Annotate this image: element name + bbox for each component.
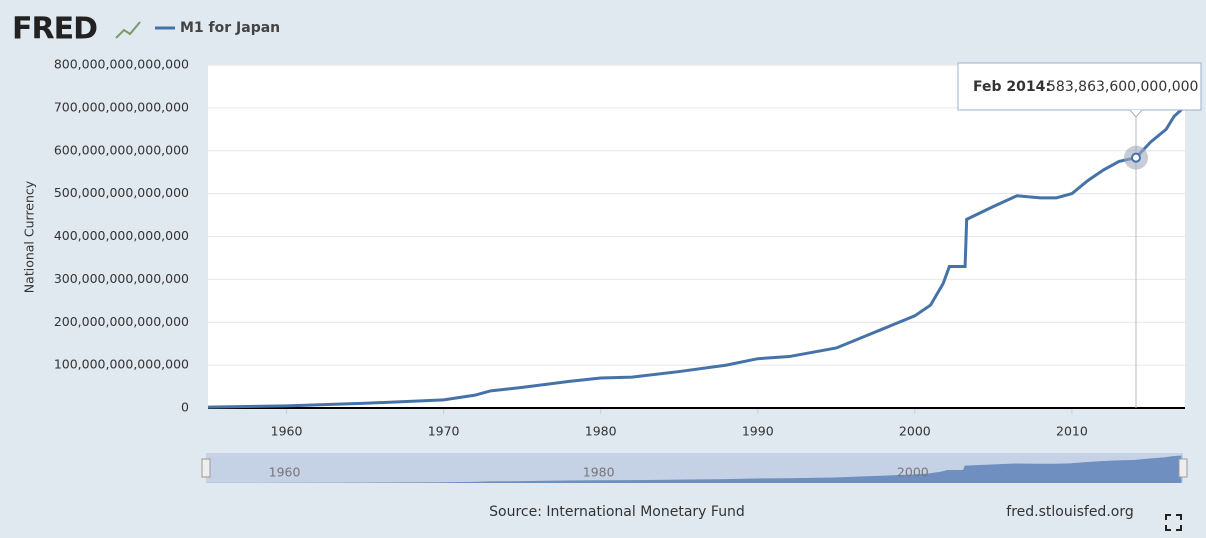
site-link[interactable]: fred.stlouisfed.org bbox=[1006, 504, 1133, 520]
x-tick-label: 2010 bbox=[1056, 424, 1088, 439]
y-tick-label: 200,000,000,000,000 bbox=[54, 314, 189, 329]
source: Source: International Monetary Fund bbox=[489, 504, 745, 520]
tooltip-box bbox=[957, 62, 1202, 111]
navigator-handle-right[interactable] bbox=[1178, 458, 1188, 478]
y-axis-title: National Currency bbox=[22, 180, 37, 293]
navigator-tick-label: 1980 bbox=[583, 465, 615, 480]
x-tick-label: 1980 bbox=[585, 424, 617, 439]
y-tick-label: 300,000,000,000,000 bbox=[54, 271, 189, 286]
x-tick-label: 2000 bbox=[899, 424, 931, 439]
y-tick-label: 400,000,000,000,000 bbox=[54, 228, 189, 243]
navigator-area bbox=[206, 455, 1182, 483]
legend-label: M1 for Japan bbox=[180, 20, 280, 36]
x-tick-label: 1990 bbox=[742, 424, 774, 439]
y-tick-label: 500,000,000,000,000 bbox=[54, 185, 189, 200]
y-tick-label: 700,000,000,000,000 bbox=[54, 99, 189, 114]
y-tick-label: 0 bbox=[181, 400, 189, 415]
logo-icon bbox=[115, 21, 141, 39]
fullscreen-icon[interactable] bbox=[1165, 514, 1182, 531]
logo[interactable]: FRED bbox=[12, 12, 98, 47]
navigator-handle-left[interactable] bbox=[201, 458, 211, 478]
y-tick-label: 100,000,000,000,000 bbox=[54, 357, 189, 372]
series-line bbox=[207, 106, 1185, 409]
y-tick-label: 600,000,000,000,000 bbox=[54, 142, 189, 157]
x-tick-label: 1960 bbox=[271, 424, 303, 439]
tooltip-value: 583,863,600,000,000 bbox=[1047, 79, 1198, 95]
x-tick-label: 1970 bbox=[428, 424, 460, 439]
y-tick-label: 800,000,000,000,000 bbox=[54, 57, 189, 72]
navigator-tick-label: 1960 bbox=[269, 465, 301, 480]
navigator-tick-label: 2000 bbox=[897, 465, 929, 480]
tooltip-date: Feb 2014: bbox=[973, 79, 1051, 95]
hover-point bbox=[1130, 152, 1141, 163]
tooltip-pointer bbox=[1129, 109, 1143, 118]
